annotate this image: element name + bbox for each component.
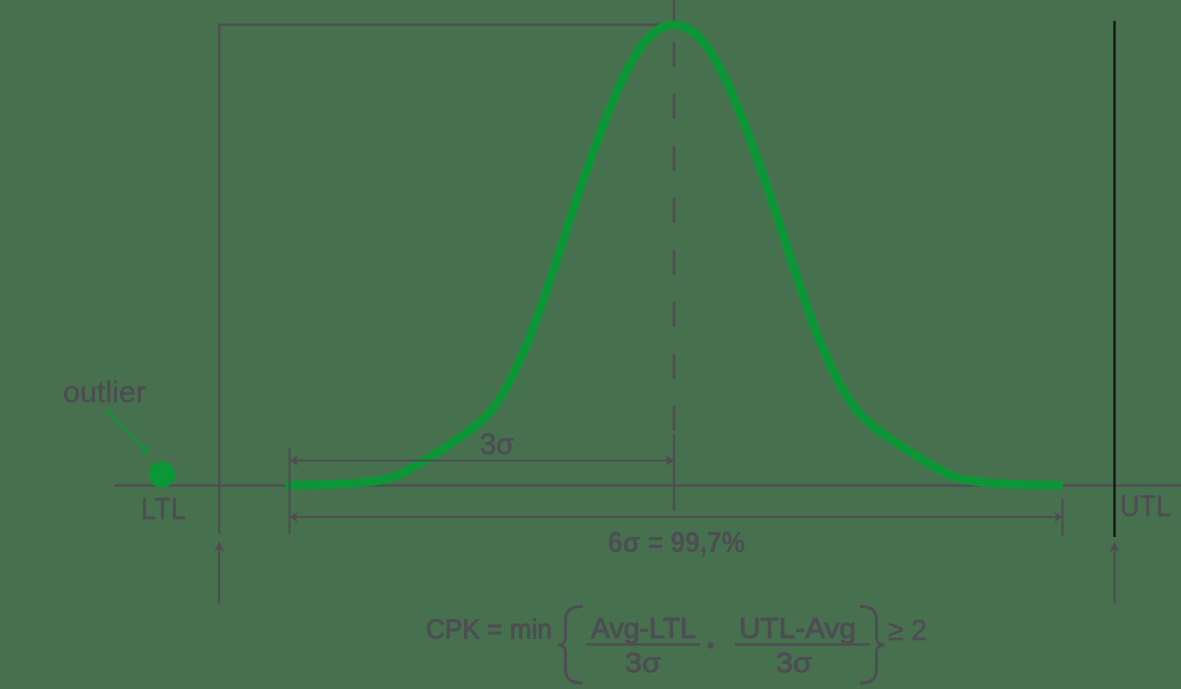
svg-text:3σ: 3σ [480, 428, 514, 461]
svg-text:3σ: 3σ [776, 647, 812, 678]
svg-text:≥ 2: ≥ 2 [888, 615, 927, 647]
svg-text:CPK = min: CPK = min [426, 614, 552, 645]
svg-text:UTL-Avg: UTL-Avg [739, 613, 856, 645]
svg-text:3σ: 3σ [625, 647, 661, 678]
svg-text:LTL: LTL [141, 492, 186, 526]
svg-text:Avg-LTL: Avg-LTL [591, 613, 696, 645]
svg-text:6σ = 99,7%: 6σ = 99,7% [608, 527, 745, 559]
svg-text:UTL: UTL [1120, 490, 1171, 523]
svg-text:outlier: outlier [63, 376, 146, 409]
